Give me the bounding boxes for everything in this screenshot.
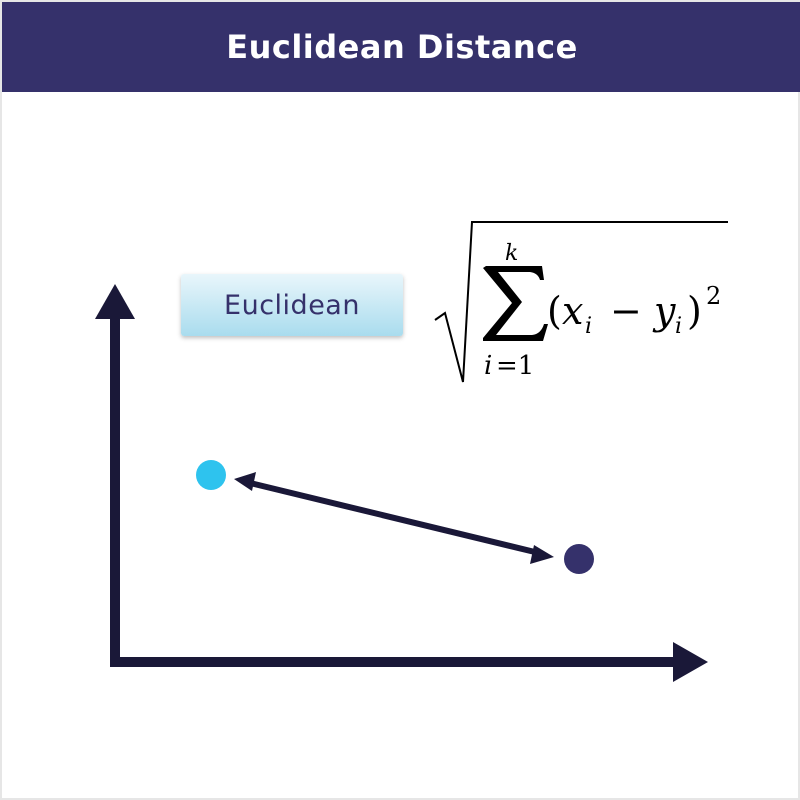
radical-sign-icon bbox=[434, 221, 728, 383]
header-bar: Euclidean Distance bbox=[2, 2, 800, 92]
point-b bbox=[564, 544, 594, 574]
distance-arrow-line bbox=[249, 480, 540, 556]
x-variable: x bbox=[562, 289, 583, 333]
sigma-icon bbox=[483, 266, 548, 341]
axes bbox=[95, 284, 708, 682]
distance-arrow bbox=[234, 472, 554, 564]
page-title: Euclidean Distance bbox=[226, 28, 578, 66]
close-paren: ) bbox=[687, 289, 702, 333]
euclidean-label-box: Euclidean bbox=[181, 274, 403, 336]
formula: k i =1 ( x i − y i ) 2 bbox=[434, 221, 728, 383]
sum-upper-limit: k bbox=[505, 241, 518, 266]
y-subscript: i bbox=[675, 314, 682, 339]
distance-arrowhead-left bbox=[234, 472, 256, 491]
open-paren: ( bbox=[547, 289, 562, 333]
exponent: 2 bbox=[706, 282, 721, 310]
x-axis-arrowhead bbox=[673, 642, 708, 682]
minus-sign: − bbox=[610, 289, 642, 333]
point-a bbox=[196, 460, 226, 490]
sum-lower-variable: i bbox=[484, 351, 492, 381]
sum-lower-equals: =1 bbox=[496, 351, 534, 381]
distance-arrowhead-right bbox=[530, 545, 554, 564]
euclidean-label-text: Euclidean bbox=[224, 289, 360, 321]
y-axis-arrowhead bbox=[95, 284, 135, 319]
y-variable: y bbox=[652, 289, 676, 333]
x-subscript: i bbox=[585, 314, 592, 339]
